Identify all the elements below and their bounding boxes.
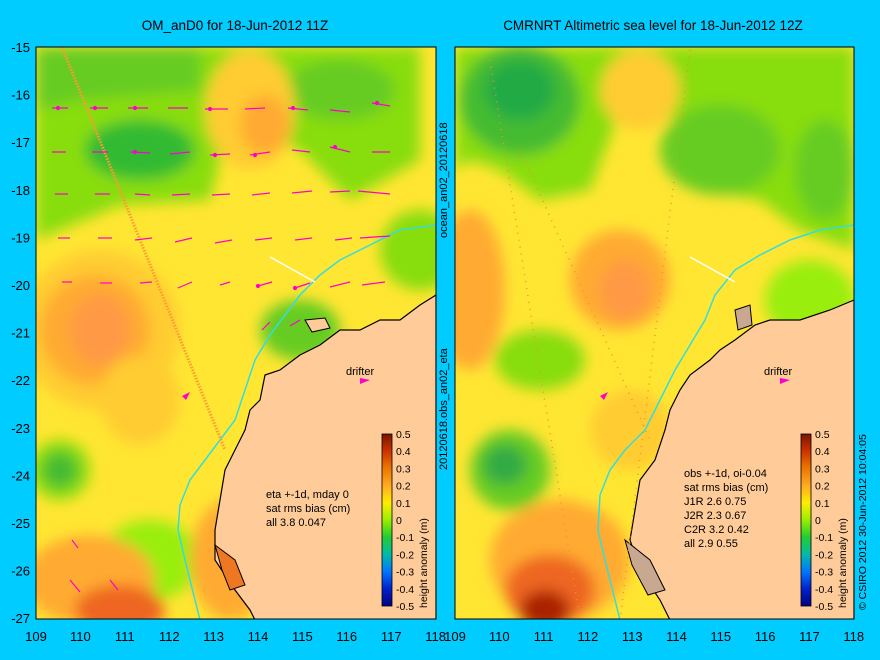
left-map: eta +-1d, mday 0 sat rms bias (cm) all 3… xyxy=(36,47,436,619)
right-x-tick: 118 xyxy=(843,629,864,644)
right-stats: obs +-1d, oi-0.04 sat rms bias (cm) J1R … xyxy=(684,468,768,550)
right-x-tick: 117 xyxy=(799,629,820,644)
right-colorbar-tick: -0.5 xyxy=(815,601,833,613)
right-colorbar-tick: 0.4 xyxy=(815,446,830,458)
y-tick: -19 xyxy=(11,230,30,245)
y-tick: -25 xyxy=(11,516,30,531)
right-colorbar-label: height anomaly (m) xyxy=(837,518,849,608)
svg-text:sat rms bias (cm): sat rms bias (cm) xyxy=(266,503,350,515)
left-panel-title: OM_anD0 for 18-Jun-2012 11Z xyxy=(141,18,329,33)
left-x-tick: 115 xyxy=(292,629,313,644)
right-map: obs +-1d, oi-0.04 sat rms bias (cm) J1R … xyxy=(455,47,854,619)
altimeter-tracks xyxy=(489,49,691,619)
y-tick: -17 xyxy=(11,135,30,150)
svg-text:sat rms bias (cm): sat rms bias (cm) xyxy=(684,482,768,494)
right-x-tick: 116 xyxy=(755,629,776,644)
right-colorbar-tick: -0.3 xyxy=(815,567,833,579)
left-x-tick: 109 xyxy=(25,629,47,644)
y-tick: -15 xyxy=(11,40,30,55)
left-colorbar-tick: 0.2 xyxy=(396,481,411,493)
right-colorbar-tick: -0.1 xyxy=(815,532,833,544)
left-x-tick: 116 xyxy=(336,629,357,644)
svg-text:all 3.8 0.047: all 3.8 0.047 xyxy=(266,517,326,529)
right-x-tick: 112 xyxy=(578,629,599,644)
right-x-tick: 113 xyxy=(622,629,643,644)
y-tick: -26 xyxy=(11,564,30,579)
left-colorbar-tick: 0.3 xyxy=(396,463,411,475)
left-stats: eta +-1d, mday 0 sat rms bias (cm) all 3… xyxy=(266,489,350,529)
svg-text:obs +-1d, oi-0.04: obs +-1d, oi-0.04 xyxy=(684,468,767,480)
right-x-tick: 109 xyxy=(444,629,466,644)
right-x-tick: 110 xyxy=(489,629,510,644)
svg-text:all 2.9 0.55: all 2.9 0.55 xyxy=(684,538,738,550)
y-tick: -20 xyxy=(11,278,30,293)
left-colorbar-tick: 0.1 xyxy=(396,498,411,510)
right-colorbar xyxy=(800,433,812,607)
right-drifter-label: drifter xyxy=(764,366,792,378)
y-tick: -22 xyxy=(11,373,30,388)
left-colorbar-tick: -0.1 xyxy=(396,532,414,544)
left-x-tick: 111 xyxy=(115,629,135,644)
left-x-tick: 118 xyxy=(425,629,446,644)
left-x-tick: 110 xyxy=(70,629,91,644)
left-colorbar-tick: -0.3 xyxy=(396,567,414,579)
y-tick: -24 xyxy=(11,468,30,483)
left-x-tick: 114 xyxy=(248,629,269,644)
y-tick: -18 xyxy=(11,183,30,198)
left-x-tick: 117 xyxy=(381,629,402,644)
left-colorbar xyxy=(381,433,393,607)
right-panel-title: CMRNRT Altimetric sea level for 18-Jun-2… xyxy=(503,18,803,33)
left-colorbar-tick: 0.4 xyxy=(396,446,411,458)
current-vectors xyxy=(52,100,391,593)
left-colorbar-tick: -0.2 xyxy=(396,549,414,561)
copyright-label: © CSIRO 2012 30-Jun-2012 10:04:05 xyxy=(857,434,869,610)
left-colorbar-tick: 0.5 xyxy=(396,429,411,441)
right-colorbar-tick: 0.1 xyxy=(815,498,830,510)
right-colorbar-tick: 0 xyxy=(815,515,821,527)
right-colorbar-tick: 0.2 xyxy=(815,481,830,493)
right-colorbar-tick: 0.3 xyxy=(815,463,830,475)
mid-top-label: ocean_an02_20120618 xyxy=(438,122,450,238)
svg-text:J1R 2.6 0.75: J1R 2.6 0.75 xyxy=(684,496,746,508)
right-colorbar-tick: -0.4 xyxy=(815,584,833,596)
y-tick: -21 xyxy=(11,326,30,341)
right-x-tick: 115 xyxy=(710,629,731,644)
y-tick: -16 xyxy=(11,88,30,103)
right-colorbar-tick: 0.5 xyxy=(815,429,830,441)
left-colorbar-tick: 0 xyxy=(396,515,402,527)
svg-text:C2R 3.2 0.42: C2R 3.2 0.42 xyxy=(684,524,749,536)
svg-text:J2R 2.3 0.67: J2R 2.3 0.67 xyxy=(684,510,746,522)
right-colorbar-tick: -0.2 xyxy=(815,549,833,561)
left-x-tick: 112 xyxy=(159,629,180,644)
svg-text:eta +-1d, mday 0: eta +-1d, mday 0 xyxy=(266,489,349,501)
y-tick: -23 xyxy=(11,421,30,436)
y-tick: -27 xyxy=(11,611,30,626)
left-x-tick: 113 xyxy=(203,629,224,644)
mid-bottom-label: 20120618.obs_an02_eta xyxy=(438,348,450,470)
left-drifter-label: drifter xyxy=(346,366,374,378)
right-x-tick: 111 xyxy=(534,629,554,644)
left-colorbar-label: height anomaly (m) xyxy=(418,518,430,608)
right-x-tick: 114 xyxy=(666,629,687,644)
left-colorbar-tick: -0.5 xyxy=(396,601,414,613)
left-colorbar-tick: -0.4 xyxy=(396,584,414,596)
